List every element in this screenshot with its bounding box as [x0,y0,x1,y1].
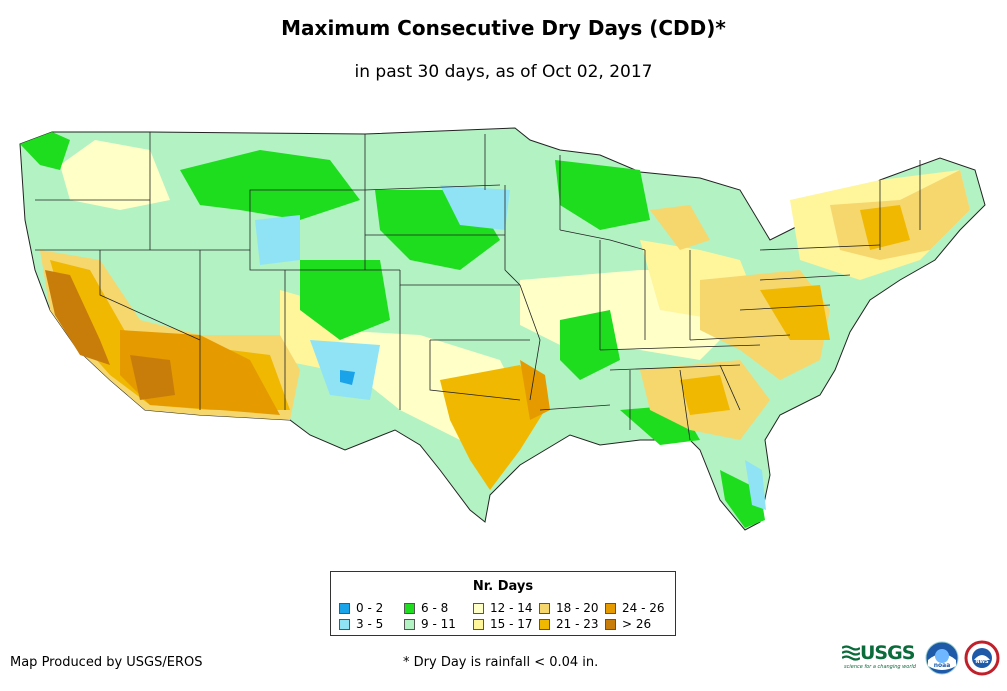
region-over-26 [130,355,175,400]
region-6-8 [555,160,650,230]
legend-swatch [473,619,484,630]
region-6-8 [720,470,765,528]
region-over-26 [45,270,110,365]
legend-swatch [404,603,415,614]
region-6-8 [20,132,70,170]
region-6-8 [560,310,620,380]
legend: Nr. Days 0 - 2 3 - 5 6 - 8 9 - 11 12 - 1… [330,571,676,636]
region-0-2 [340,370,355,385]
region-3-5 [310,340,380,400]
nws-logo: NWS [964,640,1000,676]
noaa-logo: noaa [925,641,959,675]
usgs-wave-icon [841,645,861,661]
map-subtitle: in past 30 days, as of Oct 02, 2017 [354,62,653,82]
region-3-5 [255,215,300,265]
region-6-8 [300,260,390,340]
region-3-5 [745,460,766,510]
legend-swatch [339,603,350,614]
map-title: Maximum Consecutive Dry Days (CDD)* [281,16,726,40]
legend-swatch [605,603,616,614]
us-dry-days-map [19,127,986,531]
region-18-20 [650,205,710,250]
legend-swatch [473,603,484,614]
region-24-26 [520,360,550,420]
state-borders [35,132,921,441]
legend-swatch [539,619,550,630]
region-21-23 [760,285,830,340]
usgs-tagline: science for a changing world [844,664,916,670]
region-21-23 [860,205,910,250]
legend-item-9-11: 9 - 11 [404,618,456,631]
usgs-logo: USGS [841,642,915,664]
legend-swatch [339,619,350,630]
dry-day-footnote: * Dry Day is rainfall < 0.04 in. [403,655,599,670]
legend-title: Nr. Days [472,579,534,594]
region-12-14 [60,140,170,210]
legend-item-12-14: 12 - 14 [473,602,533,615]
region-3-5 [440,185,510,230]
region-21-23 [440,365,545,490]
legend-item-24-26: 24 - 26 [605,602,665,615]
legend-item-15-17: 15 - 17 [473,618,533,631]
legend-swatch [605,619,616,630]
region-6-8 [180,150,360,220]
map-credit: Map Produced by USGS/EROS [10,655,203,670]
nws-text: NWS [975,659,989,665]
region-21-23 [680,375,730,415]
legend-item-18-20: 18 - 20 [539,602,599,615]
legend-swatch [404,619,415,630]
legend-item-0-2: 0 - 2 [339,602,383,615]
legend-item-3-5: 3 - 5 [339,618,383,631]
legend-swatch [539,603,550,614]
legend-item-6-8: 6 - 8 [404,602,448,615]
legend-item-21-23: 21 - 23 [539,618,599,631]
noaa-text: noaa [934,662,951,669]
legend-item-over-26: > 26 [605,618,651,631]
